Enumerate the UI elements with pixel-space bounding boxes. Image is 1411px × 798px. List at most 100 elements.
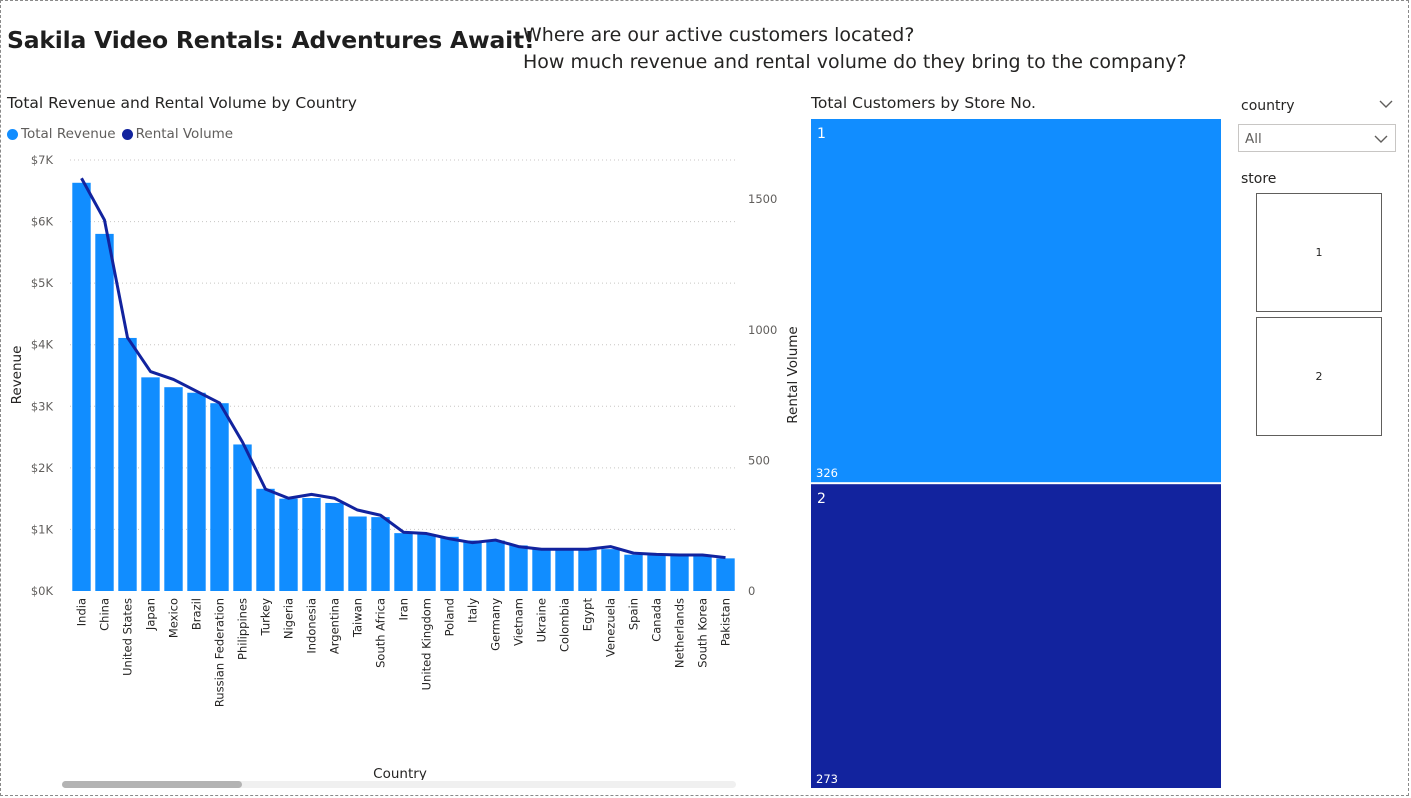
revenue-bar <box>624 554 643 591</box>
x-tick-label: Mexico <box>167 598 181 638</box>
x-tick-label: Philippines <box>236 598 250 660</box>
x-tick-label: India <box>75 598 89 626</box>
revenue-bar <box>578 548 597 591</box>
revenue-bar <box>509 545 528 591</box>
combo-chart-title: Total Revenue and Rental Volume by Count… <box>7 94 357 112</box>
revenue-bar <box>463 540 482 591</box>
y-tick-label: $1K <box>31 522 54 536</box>
treemap-cell-label: 2 <box>817 491 826 507</box>
revenue-bar <box>279 498 298 591</box>
treemap-cell-value: 273 <box>816 772 838 786</box>
treemap-cell-label: 1 <box>817 126 826 142</box>
x-tick-label: Indonesia <box>305 598 319 654</box>
country-slicer-label: country <box>1241 98 1295 114</box>
country-dropdown-value: All <box>1245 131 1262 147</box>
x-tick-label: Iran <box>397 598 411 620</box>
x-tick-label: Netherlands <box>673 598 687 668</box>
y-tick-label: $5K <box>31 276 54 290</box>
x-tick-label: Nigeria <box>282 598 296 639</box>
y2-tick-label: 0 <box>748 584 755 598</box>
y2-axis-title: Rental Volume <box>785 326 801 423</box>
revenue-bar <box>647 555 666 591</box>
revenue-bar <box>486 540 505 591</box>
x-tick-label: United Kingdom <box>420 598 434 690</box>
y-tick-label: $3K <box>31 399 54 413</box>
store-tile-label: 1 <box>1315 246 1323 259</box>
x-tick-label: Vietnam <box>512 598 526 646</box>
treemap-title: Total Customers by Store No. <box>811 94 1036 112</box>
legend-label-rental-volume: Rental Volume <box>135 126 234 142</box>
combo-chart: $0K $1K $2K $3K $4K $5K $6K $7K 0 500 1000 1500 Indi… <box>9 153 801 780</box>
report-title: Sakila Video Rentals: Adventures Await! <box>7 26 535 54</box>
x-tick-label: South Korea <box>696 598 710 668</box>
store-tile-1[interactable]: 1 <box>1256 193 1382 312</box>
revenue-bar <box>716 558 735 591</box>
revenue-bar <box>187 392 206 591</box>
x-tick-label: Brazil <box>190 598 204 630</box>
chart-scrollbar-thumb[interactable] <box>62 781 242 788</box>
x-tick-label: Turkey <box>259 598 273 637</box>
y2-tick-label: 500 <box>748 453 770 467</box>
revenue-bar <box>394 533 413 591</box>
country-dropdown[interactable]: All <box>1238 124 1396 152</box>
store-tile-2[interactable]: 2 <box>1256 317 1382 436</box>
y-axis-title: Revenue <box>9 346 25 405</box>
x-tick-label: Canada <box>650 598 664 642</box>
x-tick-label: China <box>98 598 112 631</box>
store-slicer-label: store <box>1241 171 1277 187</box>
x-tick-label: South Africa <box>374 598 388 668</box>
y2-tick-label: 1500 <box>748 192 777 206</box>
x-tick-label: Taiwan <box>351 598 365 638</box>
revenue-bar <box>95 233 114 591</box>
x-tick-label: Venezuela <box>604 598 618 657</box>
chevron-down-icon[interactable] <box>1378 96 1394 112</box>
revenue-bar <box>670 555 689 591</box>
revenue-bar <box>555 548 574 591</box>
revenue-bar <box>325 502 344 591</box>
y-tick-label: $7K <box>31 153 54 167</box>
chevron-down-icon <box>1374 135 1388 143</box>
rental-volume-line <box>80 177 726 560</box>
revenue-bar <box>601 549 620 591</box>
revenue-bar <box>164 387 183 591</box>
revenue-bar <box>141 377 160 591</box>
revenue-bar <box>348 516 367 591</box>
revenue-bar <box>693 555 712 591</box>
y2-tick-label: 1000 <box>748 323 777 337</box>
treemap-cell-store-2 <box>810 483 1222 789</box>
x-tick-label: Spain <box>627 598 641 630</box>
treemap-chart: 1 326 2 273 <box>810 118 1222 789</box>
chart-legend: Total Revenue Rental Volume <box>7 126 239 142</box>
question-text-2: How much revenue and rental volume do th… <box>523 51 1187 73</box>
revenue-bar <box>233 444 252 591</box>
x-tick-label: Germany <box>489 598 503 651</box>
revenue-bar <box>371 517 390 591</box>
revenue-bar <box>440 536 459 591</box>
x-tick-label: Poland <box>443 598 457 636</box>
x-tick-label: Japan <box>144 598 158 631</box>
x-tick-label: Argentina <box>328 598 342 654</box>
treemap-cell-store-1 <box>810 118 1222 484</box>
store-tile-label: 2 <box>1315 370 1323 383</box>
x-axis-title: Country <box>373 766 427 780</box>
x-tick-label: Italy <box>466 598 480 623</box>
x-tick-label: Russian Federation <box>213 598 227 707</box>
y-tick-label: $6K <box>31 215 54 229</box>
revenue-bar <box>417 534 436 591</box>
revenue-bar <box>256 488 275 591</box>
x-tick-label: Colombia <box>558 598 572 652</box>
x-tick-label: Egypt <box>581 598 595 632</box>
revenue-bar <box>302 498 321 591</box>
y-tick-label: $2K <box>31 461 54 475</box>
legend-item-total-revenue[interactable]: Total Revenue <box>7 126 116 142</box>
legend-marker-rental-volume <box>121 128 133 140</box>
chart-scrollbar-track[interactable] <box>62 781 736 788</box>
x-tick-label: Ukraine <box>535 598 549 642</box>
legend-marker-total-revenue <box>7 128 18 140</box>
legend-item-rental-volume[interactable]: Rental Volume <box>121 126 234 142</box>
revenue-bar <box>72 182 91 591</box>
question-text-1: Where are our active customers located? <box>523 24 915 46</box>
y-tick-label: $4K <box>31 338 54 352</box>
legend-label-total-revenue: Total Revenue <box>21 126 116 142</box>
